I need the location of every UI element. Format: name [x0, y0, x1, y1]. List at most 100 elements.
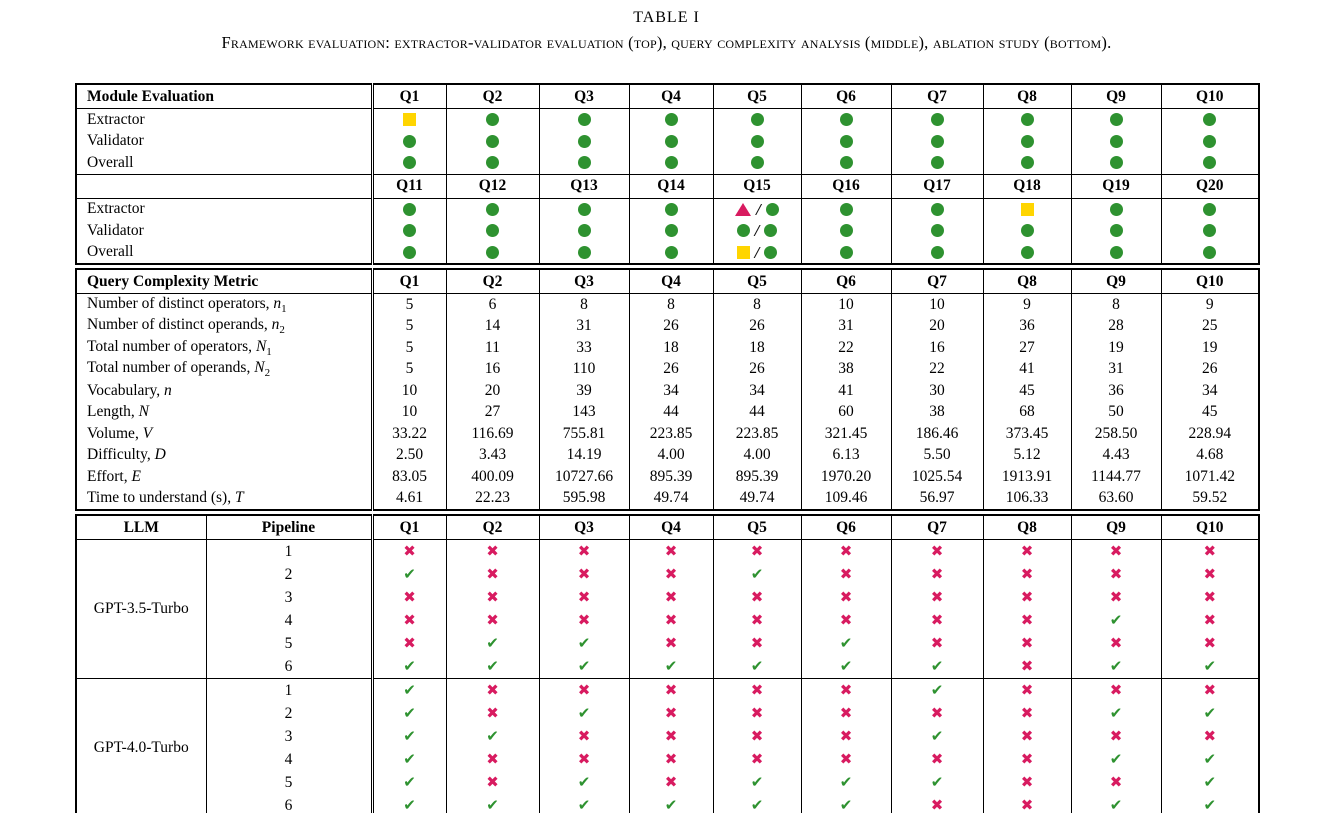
symbol-group: ✔: [802, 632, 891, 655]
symbol-group: [802, 113, 891, 127]
symbol-group: ✖: [984, 679, 1071, 702]
symbol-cell: [538, 241, 629, 264]
cross-icon: ✖: [1109, 565, 1123, 583]
symbol-group: [1072, 224, 1161, 238]
symbol-group: ✔: [802, 655, 891, 678]
green-circle-icon: [403, 245, 416, 259]
cross-icon: ✖: [930, 565, 944, 583]
symbol-group: [1072, 134, 1161, 148]
table-row: GPT-4.0-Turbo 1 ✔ ✖ ✖ ✖ ✖ ✖ ✔ ✖ ✖ ✖: [76, 678, 1259, 813]
result-cell: ✔: [890, 655, 983, 679]
cross-icon: ✖: [1020, 634, 1034, 652]
value-cell: 595.98: [538, 487, 629, 510]
symbol-group: ✖: [984, 540, 1071, 563]
module-header-q3: Q3: [538, 84, 629, 109]
cross-icon: ✖: [750, 542, 764, 560]
symbol-group: ✖: [540, 725, 629, 748]
metric-symbol: n: [164, 381, 172, 399]
symbol-group: ✖: [1072, 679, 1161, 702]
symbol-cell: [1160, 108, 1259, 131]
symbol-group: [892, 156, 983, 170]
ablation-header-q1: Q1: [370, 515, 446, 540]
value-cell: 373.45: [982, 423, 1071, 445]
symbol-group: ✖: [892, 563, 983, 586]
value-cell: 20: [445, 380, 539, 402]
value-cell: 18: [712, 337, 801, 359]
symbol-group: ✖: [802, 725, 891, 748]
symbol-group: ✖: [1072, 632, 1161, 655]
value-cell: 26: [1160, 358, 1259, 380]
cross-icon: ✖: [1203, 634, 1217, 652]
cross-icon: ✖: [664, 565, 678, 583]
symbol-group: ✔: [630, 794, 713, 813]
symbol-group: ✖: [984, 794, 1071, 813]
result-cell: ✖: [370, 632, 446, 655]
metric-subscript: 2: [279, 324, 285, 337]
result-cell: ✖: [628, 563, 713, 586]
symbol-group: [630, 202, 713, 216]
result-cell: ✖: [1160, 678, 1259, 702]
result-cell: ✖: [712, 539, 801, 563]
value-cell: 143: [538, 401, 629, 423]
cross-icon: ✖: [839, 588, 853, 606]
symbol-group: ✖: [714, 540, 801, 563]
value-cell: 400.09: [445, 466, 539, 488]
value-cell: 14.19: [538, 444, 629, 466]
result-cell: ✖: [445, 539, 539, 563]
result-cell: ✖: [890, 539, 983, 563]
green-circle-icon: [930, 113, 944, 127]
metric-subscript: 1: [281, 302, 287, 315]
cross-icon: ✖: [664, 704, 678, 722]
check-icon: ✔: [839, 657, 853, 675]
symbol-group: ✔: [447, 794, 539, 813]
module-header-row: Module Evaluation Q1 Q2 Q3 Q4 Q5 Q6 Q7 Q8 Q9 Q10: [76, 84, 1259, 109]
module-header-q12: Q12: [445, 173, 539, 199]
value-cell: 19: [1160, 337, 1259, 359]
module-header-q10: Q10: [1160, 84, 1259, 109]
symbol-group: ✖: [447, 563, 539, 586]
symbol-group: [630, 224, 713, 238]
cross-icon: ✖: [1020, 796, 1034, 813]
cross-icon: ✖: [486, 565, 499, 583]
value-cell: 30: [890, 380, 983, 402]
table-row: Extractor: [76, 108, 1259, 131]
result-cell: ✖: [982, 609, 1071, 632]
cross-icon: ✖: [1109, 588, 1123, 606]
symbol-group: ✔: [375, 748, 446, 771]
value-cell: 5: [370, 315, 446, 337]
cross-icon: ✖: [1020, 657, 1034, 675]
result-cell: ✖: [800, 725, 891, 748]
symbol-cell: [800, 220, 891, 242]
value-cell: 223.85: [712, 423, 801, 445]
green-circle-icon: [577, 245, 591, 259]
pipeline-number: 6: [205, 794, 372, 813]
slash-separator: /: [754, 221, 760, 241]
symbol-group: ✖: [1072, 563, 1161, 586]
symbol-cell: /: [712, 241, 801, 264]
cross-icon: ✖: [930, 704, 944, 722]
symbol-group: ✖: [630, 748, 713, 771]
result-cell: ✖: [538, 725, 629, 748]
symbol-group: [892, 113, 983, 127]
check-icon: ✔: [403, 773, 416, 791]
cross-icon: ✖: [839, 565, 853, 583]
symbol-group: ✔: [1162, 655, 1258, 678]
symbol-group: [1162, 202, 1258, 216]
value-cell: 116.69: [445, 423, 539, 445]
symbol-cell: [370, 241, 446, 264]
cross-icon: ✖: [930, 796, 944, 813]
value-cell: 186.46: [890, 423, 983, 445]
value-cell: 109.46: [800, 487, 891, 510]
symbol-group: [375, 113, 446, 127]
symbol-group: ✖: [984, 771, 1071, 794]
green-circle-icon: [1203, 113, 1217, 127]
cross-icon: ✖: [577, 681, 591, 699]
symbol-group: ✖: [892, 632, 983, 655]
metric-label: Effort, E: [87, 467, 141, 485]
result-cell: ✖: [712, 702, 801, 725]
value-cell: 11: [445, 337, 539, 359]
module-header-q6: Q6: [800, 84, 891, 109]
symbol-group: [892, 245, 983, 259]
symbol-group: /: [714, 201, 801, 218]
green-circle-icon: [1020, 224, 1034, 238]
